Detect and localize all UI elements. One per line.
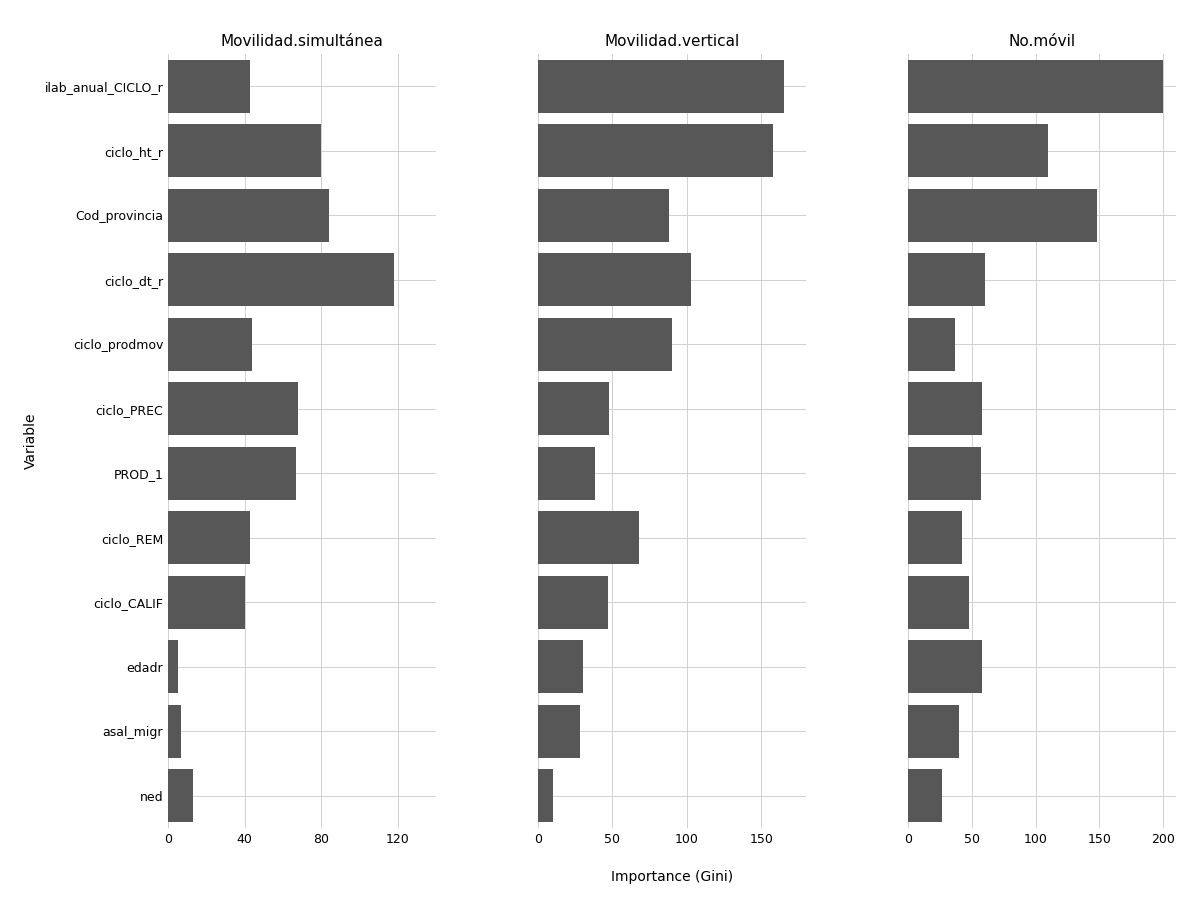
Text: Importance (Gini): Importance (Gini) [611,870,733,885]
Bar [908,382,982,436]
Title: Movilidad.vertical: Movilidad.vertical [605,33,739,49]
Bar [168,770,193,823]
Bar [908,318,955,371]
Bar [538,189,670,242]
Bar [908,770,942,823]
Bar [908,59,1163,112]
Bar [538,318,672,371]
Bar [908,124,1049,177]
Bar [908,640,982,693]
Title: No.móvil: No.móvil [1008,33,1075,49]
Bar [908,576,970,629]
Bar [168,59,251,112]
Bar [168,576,245,629]
Bar [908,705,959,758]
Bar [908,511,961,564]
Bar [538,382,610,436]
Bar [538,576,608,629]
Bar [168,640,178,693]
Y-axis label: Variable: Variable [24,413,37,469]
Bar [168,382,299,436]
Bar [168,446,296,500]
Bar [538,446,594,500]
Bar [908,253,984,306]
Bar [908,446,980,500]
Bar [168,318,252,371]
Bar [168,189,329,242]
Bar [538,59,784,112]
Bar [168,511,251,564]
Bar [168,705,181,758]
Bar [538,511,640,564]
Bar [538,640,583,693]
Title: Movilidad.simultánea: Movilidad.simultánea [221,33,384,49]
Bar [908,189,1097,242]
Bar [538,124,773,177]
Bar [538,705,580,758]
Bar [168,124,322,177]
Bar [168,253,394,306]
Bar [538,253,691,306]
Bar [538,770,553,823]
